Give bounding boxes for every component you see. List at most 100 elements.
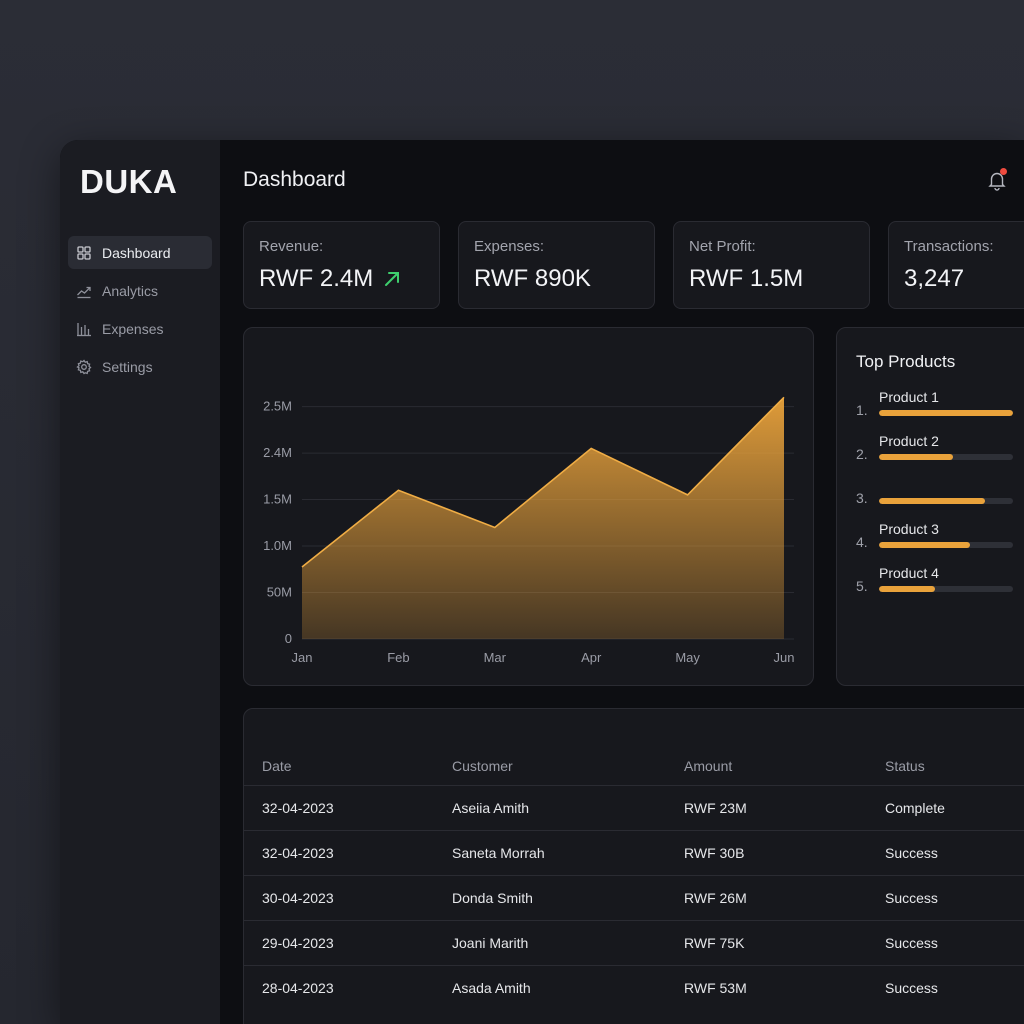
product-rank: 4. <box>856 534 868 550</box>
product-share-track <box>879 498 1013 504</box>
sidebar-item-analytics[interactable]: Analytics <box>68 274 212 307</box>
y-tick-label: 1.0M <box>263 538 292 553</box>
cell-customer: Donda Smith <box>452 874 684 920</box>
column-header-status[interactable]: Status <box>885 757 925 774</box>
sidebar-item-label: Expenses <box>102 320 164 337</box>
cell-date: 32-04-2023 <box>244 784 452 830</box>
cell-amount: RWF 53M <box>684 964 885 1010</box>
product-share-track <box>879 542 1013 548</box>
y-tick-label: 2.5M <box>263 399 292 414</box>
stat-label: Expenses: <box>474 238 545 255</box>
cell-customer: Asada Amith <box>452 964 684 1010</box>
cell-status: Success <box>885 874 1024 920</box>
notification-dot <box>1000 168 1007 175</box>
y-tick-label: 1.5M <box>263 492 292 507</box>
stat-card-transactions: Transactions: 3,247 <box>888 221 1024 309</box>
sidebar-item-dashboard[interactable]: Dashboard <box>68 236 212 269</box>
top-products-list: 1. Product 1 2. Product 2 3. 4. Product 3 5. Pro… <box>856 384 1024 604</box>
y-tick-label: 0 <box>285 631 292 646</box>
product-share-bar <box>879 498 985 504</box>
app-window: DUKA Dashboard Analytics Expenses <box>60 140 1024 1024</box>
grid-icon <box>77 245 91 260</box>
x-tick-label: Mar <box>484 650 507 665</box>
cell-amount: RWF 75K <box>684 919 885 965</box>
stat-value: RWF 890K <box>474 265 591 292</box>
app-logo: DUKA <box>80 163 178 200</box>
product-row[interactable]: 3. <box>856 472 1024 516</box>
sidebar-nav: Dashboard Analytics Expenses Setting <box>68 236 212 383</box>
product-share-track <box>879 454 1013 460</box>
cell-date: 32-04-2023 <box>244 829 452 875</box>
cell-date: 28-04-2023 <box>244 964 452 1010</box>
bar-chart-icon <box>77 322 91 336</box>
trend-icon <box>77 286 91 298</box>
product-rank: 1. <box>856 402 868 418</box>
product-row[interactable]: 5. Product 4 <box>856 560 1024 604</box>
notifications-button[interactable] <box>985 168 1009 192</box>
stat-value: RWF 2.4M <box>259 265 424 293</box>
product-name: Product 2 <box>879 433 939 449</box>
x-tick-label: May <box>675 650 700 665</box>
product-row[interactable]: 1. Product 1 <box>856 384 1024 428</box>
product-share-bar <box>879 542 971 548</box>
product-rank: 3. <box>856 490 868 506</box>
x-tick-label: Feb <box>387 650 409 665</box>
product-rank: 2. <box>856 446 868 462</box>
cell-customer: Saneta Morrah <box>452 829 684 875</box>
product-name: Product 1 <box>879 389 939 405</box>
sidebar-item-label: Analytics <box>102 282 159 299</box>
x-tick-label: Apr <box>581 650 602 665</box>
transactions-body: 32-04-2023 Aseiia Amith RWF 23M Complete 32-… <box>244 784 1024 1010</box>
cell-status: Success <box>885 964 1024 1010</box>
stat-label: Transactions: <box>904 238 994 255</box>
series-line <box>301 396 785 568</box>
sidebar-item-expenses[interactable]: Expenses <box>68 312 212 345</box>
stat-card-expenses: Expenses: RWF 890K <box>458 221 655 309</box>
stat-card-net-profit: Net Profit: RWF 1.5M <box>673 221 870 309</box>
bell-icon <box>988 172 1006 191</box>
product-share-track <box>879 586 1013 592</box>
top-bar: Dashboard E <box>243 166 1024 196</box>
sidebar: DUKA Dashboard Analytics Expenses <box>60 140 220 1024</box>
column-header-amount[interactable]: Amount <box>684 757 733 774</box>
table-row[interactable]: 32-04-2023 Aseiia Amith RWF 23M Complete <box>244 784 1024 830</box>
stat-value-text: RWF 2.4M <box>259 265 374 292</box>
page-title: Dashboard <box>243 168 346 191</box>
table-row[interactable]: 30-04-2023 Donda Smith RWF 26M Success <box>244 874 1024 920</box>
column-header-date[interactable]: Date <box>262 757 292 774</box>
stat-card-revenue: Revenue: RWF 2.4M <box>243 221 440 309</box>
column-header-customer[interactable]: Customer <box>452 757 513 774</box>
stat-label: Revenue: <box>259 238 324 255</box>
sidebar-item-settings[interactable]: Settings <box>68 350 212 383</box>
transactions-card: Date Customer Amount Status 32-04-2023 As… <box>243 708 1024 1024</box>
table-row[interactable]: 29-04-2023 Joani Marith RWF 75K Success <box>244 919 1024 965</box>
revenue-area-chart: 0 50M 1.0M 1.5M 2.4M 2.5M Jan Feb Mar Apr May Jun <box>263 396 795 665</box>
product-share-bar <box>879 586 936 592</box>
table-row[interactable]: 28-04-2023 Asada Amith RWF 53M Success <box>244 964 1024 1010</box>
sidebar-item-label: Settings <box>102 358 153 375</box>
y-tick-label: 2.4M <box>263 445 292 460</box>
product-row[interactable]: 4. Product 3 <box>856 516 1024 560</box>
product-name: Product 3 <box>879 521 939 537</box>
revenue-chart-card: 0 50M 1.0M 1.5M 2.4M 2.5M Jan Feb Mar Apr May Jun <box>243 327 814 686</box>
cell-date: 30-04-2023 <box>244 874 452 920</box>
top-products-title: Top Products <box>856 352 956 371</box>
sidebar-item-label: Dashboard <box>102 244 171 261</box>
product-row[interactable]: 2. Product 2 <box>856 428 1024 472</box>
table-header-row: Date Customer Amount Status <box>244 747 1024 785</box>
top-products-card: Top Products 1. Product 1 2. Product 2 3. 4. P… <box>836 327 1024 686</box>
stat-value: RWF 1.5M <box>689 265 804 292</box>
gear-icon <box>76 358 92 374</box>
y-tick-label: 50M <box>267 585 292 600</box>
cell-amount: RWF 30B <box>684 829 885 875</box>
cell-date: 29-04-2023 <box>244 919 452 965</box>
x-tick-label: Jan <box>292 650 313 665</box>
product-name: Product 4 <box>879 565 939 581</box>
cell-amount: RWF 23M <box>684 784 885 830</box>
main-content: Dashboard E Revenue: RWF 2.4M Expenses: <box>220 140 1024 1024</box>
transactions-table: Date Customer Amount Status 32-04-2023 As… <box>244 747 1024 1010</box>
cell-status: Complete <box>885 784 1024 830</box>
product-share-track <box>879 410 1013 416</box>
x-tick-label: Jun <box>774 650 795 665</box>
table-row[interactable]: 32-04-2023 Saneta Morrah RWF 30B Success <box>244 829 1024 875</box>
